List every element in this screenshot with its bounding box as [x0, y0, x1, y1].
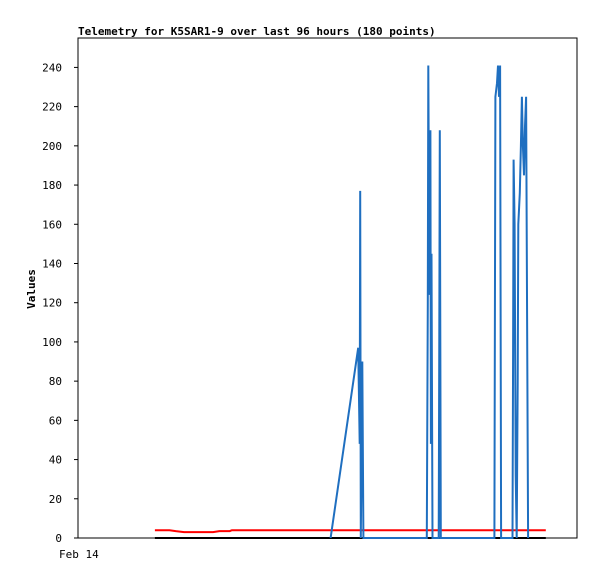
- chart-title: Telemetry for K5SAR1-9 over last 96 hour…: [78, 25, 436, 38]
- y-tick-label: 40: [49, 454, 62, 467]
- y-tick-label: 240: [42, 61, 62, 74]
- y-tick-label: 60: [49, 414, 62, 427]
- y-tick-label: 200: [42, 140, 62, 153]
- y-axis-label: Values: [25, 269, 38, 309]
- y-axis: 0 20 40 60 80 100 120 140 160 180 200 220 240: [42, 61, 78, 545]
- y-tick-label: 0: [55, 532, 62, 545]
- y-tick-label: 180: [42, 179, 62, 192]
- y-tick-label: 220: [42, 101, 62, 114]
- y-tick-label: 140: [42, 257, 62, 270]
- series-line-0: [154, 529, 546, 534]
- y-tick-label: 120: [42, 297, 62, 310]
- y-tick-label: 160: [42, 218, 62, 231]
- x-axis: Feb 14: [59, 548, 99, 561]
- series-layer: [154, 65, 546, 539]
- series-line-2: [329, 65, 530, 539]
- y-tick-label: 100: [42, 336, 62, 349]
- x-tick-label: Feb 14: [59, 548, 99, 561]
- y-tick-label: 20: [49, 493, 62, 506]
- y-tick-label: 80: [49, 375, 62, 388]
